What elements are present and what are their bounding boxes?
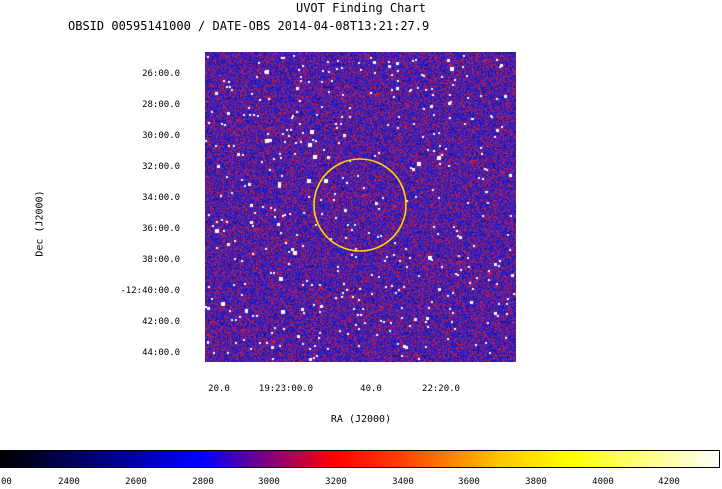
dec-axis-label: Dec (J2000) <box>34 190 46 257</box>
colorbar-tick: 2800 <box>192 477 214 487</box>
colorbar-tick: 00 <box>1 477 12 487</box>
ra-tick: 22:20.0 <box>422 384 460 394</box>
ra-tick: 19:23:00.0 <box>258 384 314 394</box>
ra-tick: 20.0 <box>208 384 230 394</box>
colorbar-tick: 2600 <box>125 477 147 487</box>
ra-tick: 40.0 <box>360 384 382 394</box>
colorbar-tick: 3200 <box>325 477 347 487</box>
source-region-circle <box>313 158 407 252</box>
dec-tick: 42:00.0 <box>142 317 180 327</box>
ra-axis-label: RA (J2000) <box>330 414 392 425</box>
colorbar-tick: 3400 <box>392 477 414 487</box>
dec-tick: 34:00.0 <box>142 193 180 203</box>
sky-image-canvas <box>205 52 516 362</box>
dec-tick: -12:40:00.0 <box>120 286 180 296</box>
colorbar-tick: 3800 <box>525 477 547 487</box>
dec-tick: 38:00.0 <box>142 255 180 265</box>
chart-subtitle: OBSID 00595141000 / DATE-OBS 2014-04-08T… <box>68 19 430 33</box>
overlay-layer <box>313 158 407 252</box>
colorbar-tick: 4200 <box>658 477 680 487</box>
dec-tick: 28:00.0 <box>142 100 180 110</box>
dec-tick: 36:00.0 <box>142 224 180 234</box>
colorbar-tick: 2400 <box>58 477 80 487</box>
dec-tick: 30:00.0 <box>142 131 180 141</box>
dec-tick: 26:00.0 <box>142 69 180 79</box>
colorbar-tick: 3000 <box>258 477 280 487</box>
colorbar-tick: 4000 <box>592 477 614 487</box>
dec-tick: 32:00.0 <box>142 162 180 172</box>
dec-tick: 44:00.0 <box>142 348 180 358</box>
colorbar-tick: 3600 <box>458 477 480 487</box>
colorbar <box>0 450 720 468</box>
sky-image[interactable] <box>205 52 516 362</box>
chart-title: UVOT Finding Chart <box>295 1 427 15</box>
